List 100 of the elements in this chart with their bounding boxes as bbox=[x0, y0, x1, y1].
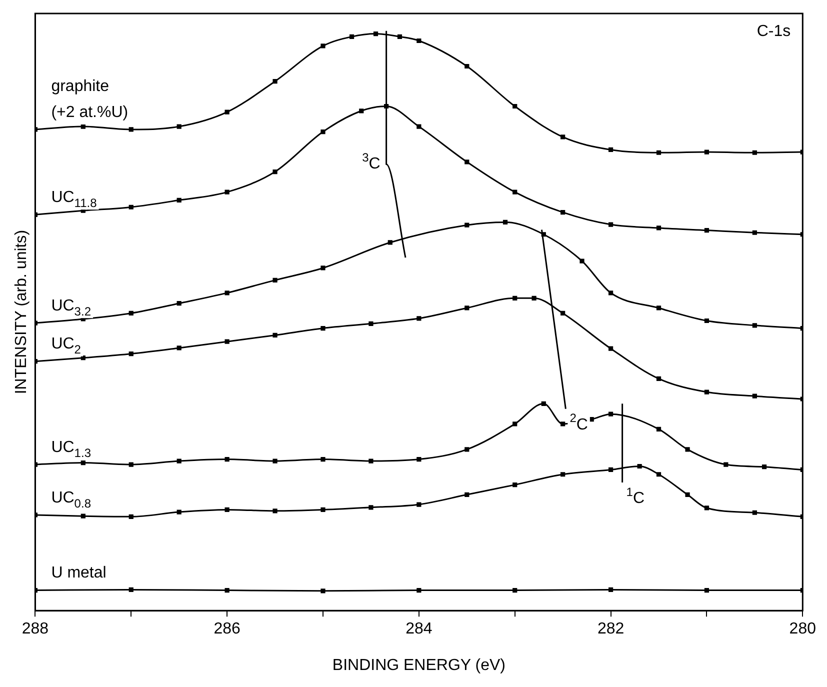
point bbox=[80, 460, 86, 466]
point bbox=[685, 447, 690, 452]
point bbox=[656, 426, 662, 432]
point bbox=[541, 232, 546, 237]
point bbox=[128, 204, 134, 210]
point bbox=[464, 306, 470, 310]
point bbox=[608, 467, 614, 472]
point bbox=[608, 290, 614, 296]
point bbox=[416, 316, 422, 321]
point bbox=[320, 456, 326, 462]
point bbox=[224, 588, 230, 593]
point bbox=[272, 79, 278, 84]
point bbox=[320, 507, 326, 512]
point bbox=[320, 326, 326, 331]
point bbox=[416, 456, 422, 462]
x-tick-label: 284 bbox=[406, 620, 432, 638]
point bbox=[512, 190, 518, 194]
point bbox=[560, 310, 566, 316]
point bbox=[80, 356, 86, 360]
point bbox=[656, 472, 662, 477]
point bbox=[464, 447, 470, 452]
point bbox=[272, 332, 278, 338]
point bbox=[608, 147, 614, 152]
point bbox=[272, 278, 278, 282]
point bbox=[368, 458, 374, 464]
point bbox=[416, 588, 422, 593]
x-tick-label: 288 bbox=[22, 620, 49, 638]
point bbox=[368, 321, 374, 326]
point bbox=[349, 34, 354, 39]
x-tick-label: 280 bbox=[789, 620, 816, 638]
y-axis-title: INTENSITY (arb. units) bbox=[13, 230, 30, 394]
point bbox=[176, 124, 182, 129]
point bbox=[512, 588, 518, 593]
point bbox=[512, 104, 518, 109]
x-tick-label: 282 bbox=[597, 620, 624, 638]
point bbox=[176, 346, 182, 350]
point bbox=[176, 510, 182, 514]
point bbox=[320, 588, 326, 594]
point bbox=[128, 587, 134, 592]
point bbox=[128, 127, 134, 132]
point bbox=[704, 228, 710, 233]
point bbox=[272, 169, 278, 174]
point bbox=[704, 150, 710, 154]
series-label: graphite (+2 at.%U) bbox=[51, 78, 128, 121]
point bbox=[272, 508, 278, 514]
point bbox=[320, 129, 326, 134]
point bbox=[560, 472, 566, 477]
point bbox=[656, 306, 662, 310]
point bbox=[368, 505, 374, 510]
point bbox=[560, 210, 566, 215]
point bbox=[704, 318, 710, 324]
point bbox=[224, 339, 230, 344]
point bbox=[512, 482, 518, 488]
point bbox=[589, 416, 594, 422]
point bbox=[176, 458, 182, 464]
point bbox=[560, 422, 566, 426]
point bbox=[704, 506, 710, 510]
point bbox=[224, 190, 230, 194]
point bbox=[128, 351, 134, 356]
point bbox=[704, 588, 710, 593]
point bbox=[464, 64, 470, 69]
point bbox=[532, 296, 536, 300]
point bbox=[320, 266, 326, 270]
point bbox=[373, 31, 378, 36]
point bbox=[608, 222, 614, 227]
point bbox=[656, 376, 662, 382]
point bbox=[128, 514, 134, 519]
x-tick-label: 286 bbox=[214, 620, 241, 638]
point bbox=[128, 462, 134, 467]
point bbox=[272, 458, 278, 464]
point bbox=[752, 394, 757, 398]
point bbox=[416, 124, 422, 129]
point bbox=[608, 587, 614, 592]
point bbox=[724, 462, 728, 467]
point bbox=[637, 464, 642, 469]
series-label: U metal bbox=[51, 564, 106, 582]
point bbox=[560, 134, 566, 140]
x-axis-title: BINDING ENERGY (eV) bbox=[332, 656, 506, 674]
annotation: C-1s bbox=[756, 22, 791, 40]
point bbox=[541, 401, 546, 406]
point bbox=[656, 226, 662, 230]
point bbox=[176, 301, 182, 306]
point bbox=[512, 296, 518, 300]
point bbox=[580, 258, 584, 264]
point bbox=[608, 412, 614, 416]
point bbox=[752, 510, 757, 515]
point bbox=[762, 464, 767, 470]
point bbox=[464, 222, 470, 228]
point bbox=[176, 198, 182, 202]
point bbox=[128, 310, 134, 316]
point bbox=[359, 108, 364, 114]
point bbox=[80, 514, 86, 518]
point bbox=[320, 44, 326, 48]
point bbox=[685, 492, 690, 497]
point bbox=[416, 502, 422, 507]
point bbox=[224, 110, 230, 114]
point bbox=[80, 124, 86, 129]
point bbox=[704, 390, 710, 394]
point bbox=[224, 507, 230, 512]
point bbox=[502, 220, 508, 224]
